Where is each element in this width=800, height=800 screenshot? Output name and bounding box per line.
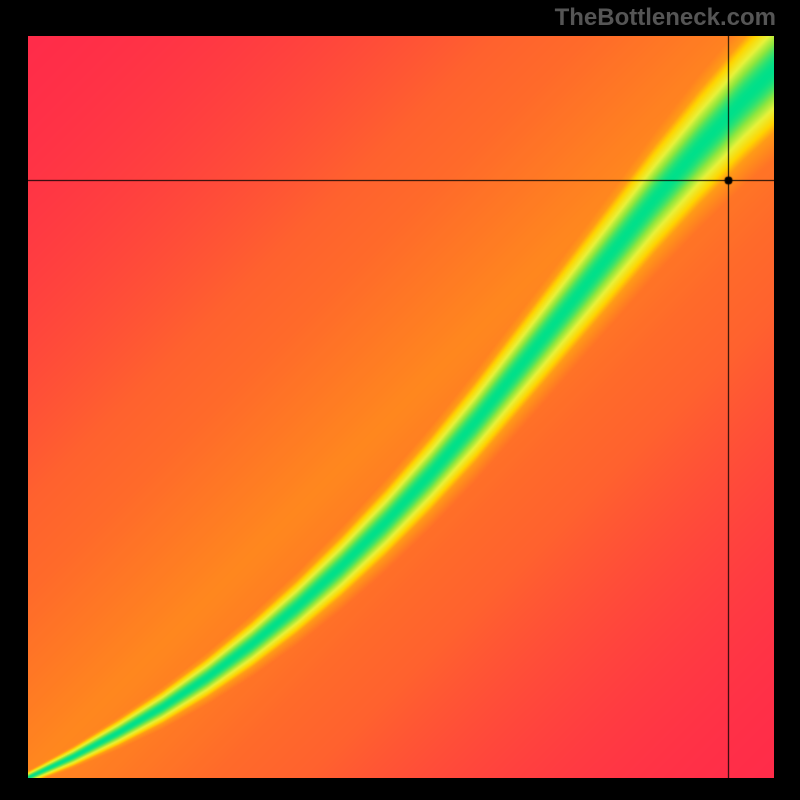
- chart-container: TheBottleneck.com: [0, 0, 800, 800]
- watermark-text: TheBottleneck.com: [555, 4, 776, 32]
- crosshair-overlay: [28, 36, 774, 778]
